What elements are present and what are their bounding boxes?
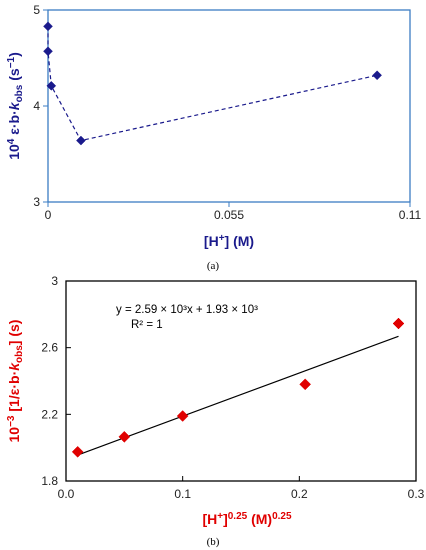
chart-b-plot-border	[65, 280, 417, 482]
chart-b-y-axis-label: 10−3 [1/ε·b·kobs] (s)	[6, 320, 25, 443]
chart-b: 0.0 0.1 0.2 0.3 1.8 2.2 2.6 3 y = 2.59 × 10³x +…	[6, 274, 425, 548]
chart-a-connector-line	[47, 26, 378, 142]
chart-b-ticks: 0.0 0.1 0.2 0.3 1.8 2.2 2.6 3	[41, 274, 424, 501]
chart-a-x-tick-label: 0.055	[214, 208, 244, 222]
chart-b-data-point	[299, 378, 312, 391]
chart-a-y-axis-label: 104 ε·b·kobs (s−1)	[6, 52, 25, 160]
chart-b-x-tick-label: 0.3	[408, 487, 425, 501]
chart-b-data-point	[176, 410, 189, 422]
chart-a-panel-label: (a)	[207, 260, 220, 272]
chart-b-y-tick-label: 2.2	[41, 407, 58, 421]
chart-b-data-point	[71, 445, 84, 458]
chart-a-y-tick-label: 5	[33, 3, 40, 17]
chart-a-plot-border	[47, 9, 411, 203]
chart-a-x-tick-label: 0	[45, 208, 52, 222]
chart-b-x-tick-label: 0.0	[58, 487, 75, 501]
chart-b-points	[71, 317, 405, 458]
chart-b-x-axis-label: [H+]0.25 (M)0.25	[202, 511, 292, 527]
chart-a-ticks: 0 0.055 0.11 3 4 5	[33, 3, 421, 222]
chart-b-trendline	[77, 335, 399, 456]
chart-b-panel-label: (b)	[207, 536, 220, 548]
chart-a-y-tick-label: 4	[33, 99, 40, 113]
chart-b-equation: y = 2.59 × 10³x + 1.93 × 10³	[116, 304, 258, 316]
chart-a-data-point	[46, 80, 57, 91]
chart-a-data-point	[43, 46, 53, 57]
chart-b-x-tick-label: 0.1	[174, 487, 191, 501]
chart-a-data-point	[76, 135, 86, 146]
chart-b-x-tick-label: 0.2	[291, 487, 308, 501]
chart-a-x-axis-label: [H+] (M)	[204, 233, 254, 249]
chart-b-data-point	[118, 430, 131, 443]
chart-b-y-tick-label: 1.8	[41, 474, 58, 488]
chart-b-y-tick-label: 2.6	[41, 341, 58, 355]
chart-b-y-tick-label: 3	[51, 274, 58, 288]
chart-a-x-tick-label: 0.11	[399, 208, 422, 222]
chart-a-y-tick-label: 3	[33, 195, 40, 209]
chart-a: 0 0.055 0.11 3 4 5 [H+] (M) 104 ε·b·kobs (s−1…	[6, 3, 422, 272]
chart-a-data-point	[372, 70, 382, 81]
chart-b-data-point	[392, 317, 405, 330]
chart-a-data-point	[43, 21, 53, 32]
chart-b-r-squared: R² = 1	[131, 319, 163, 331]
chart-a-points	[43, 21, 382, 146]
